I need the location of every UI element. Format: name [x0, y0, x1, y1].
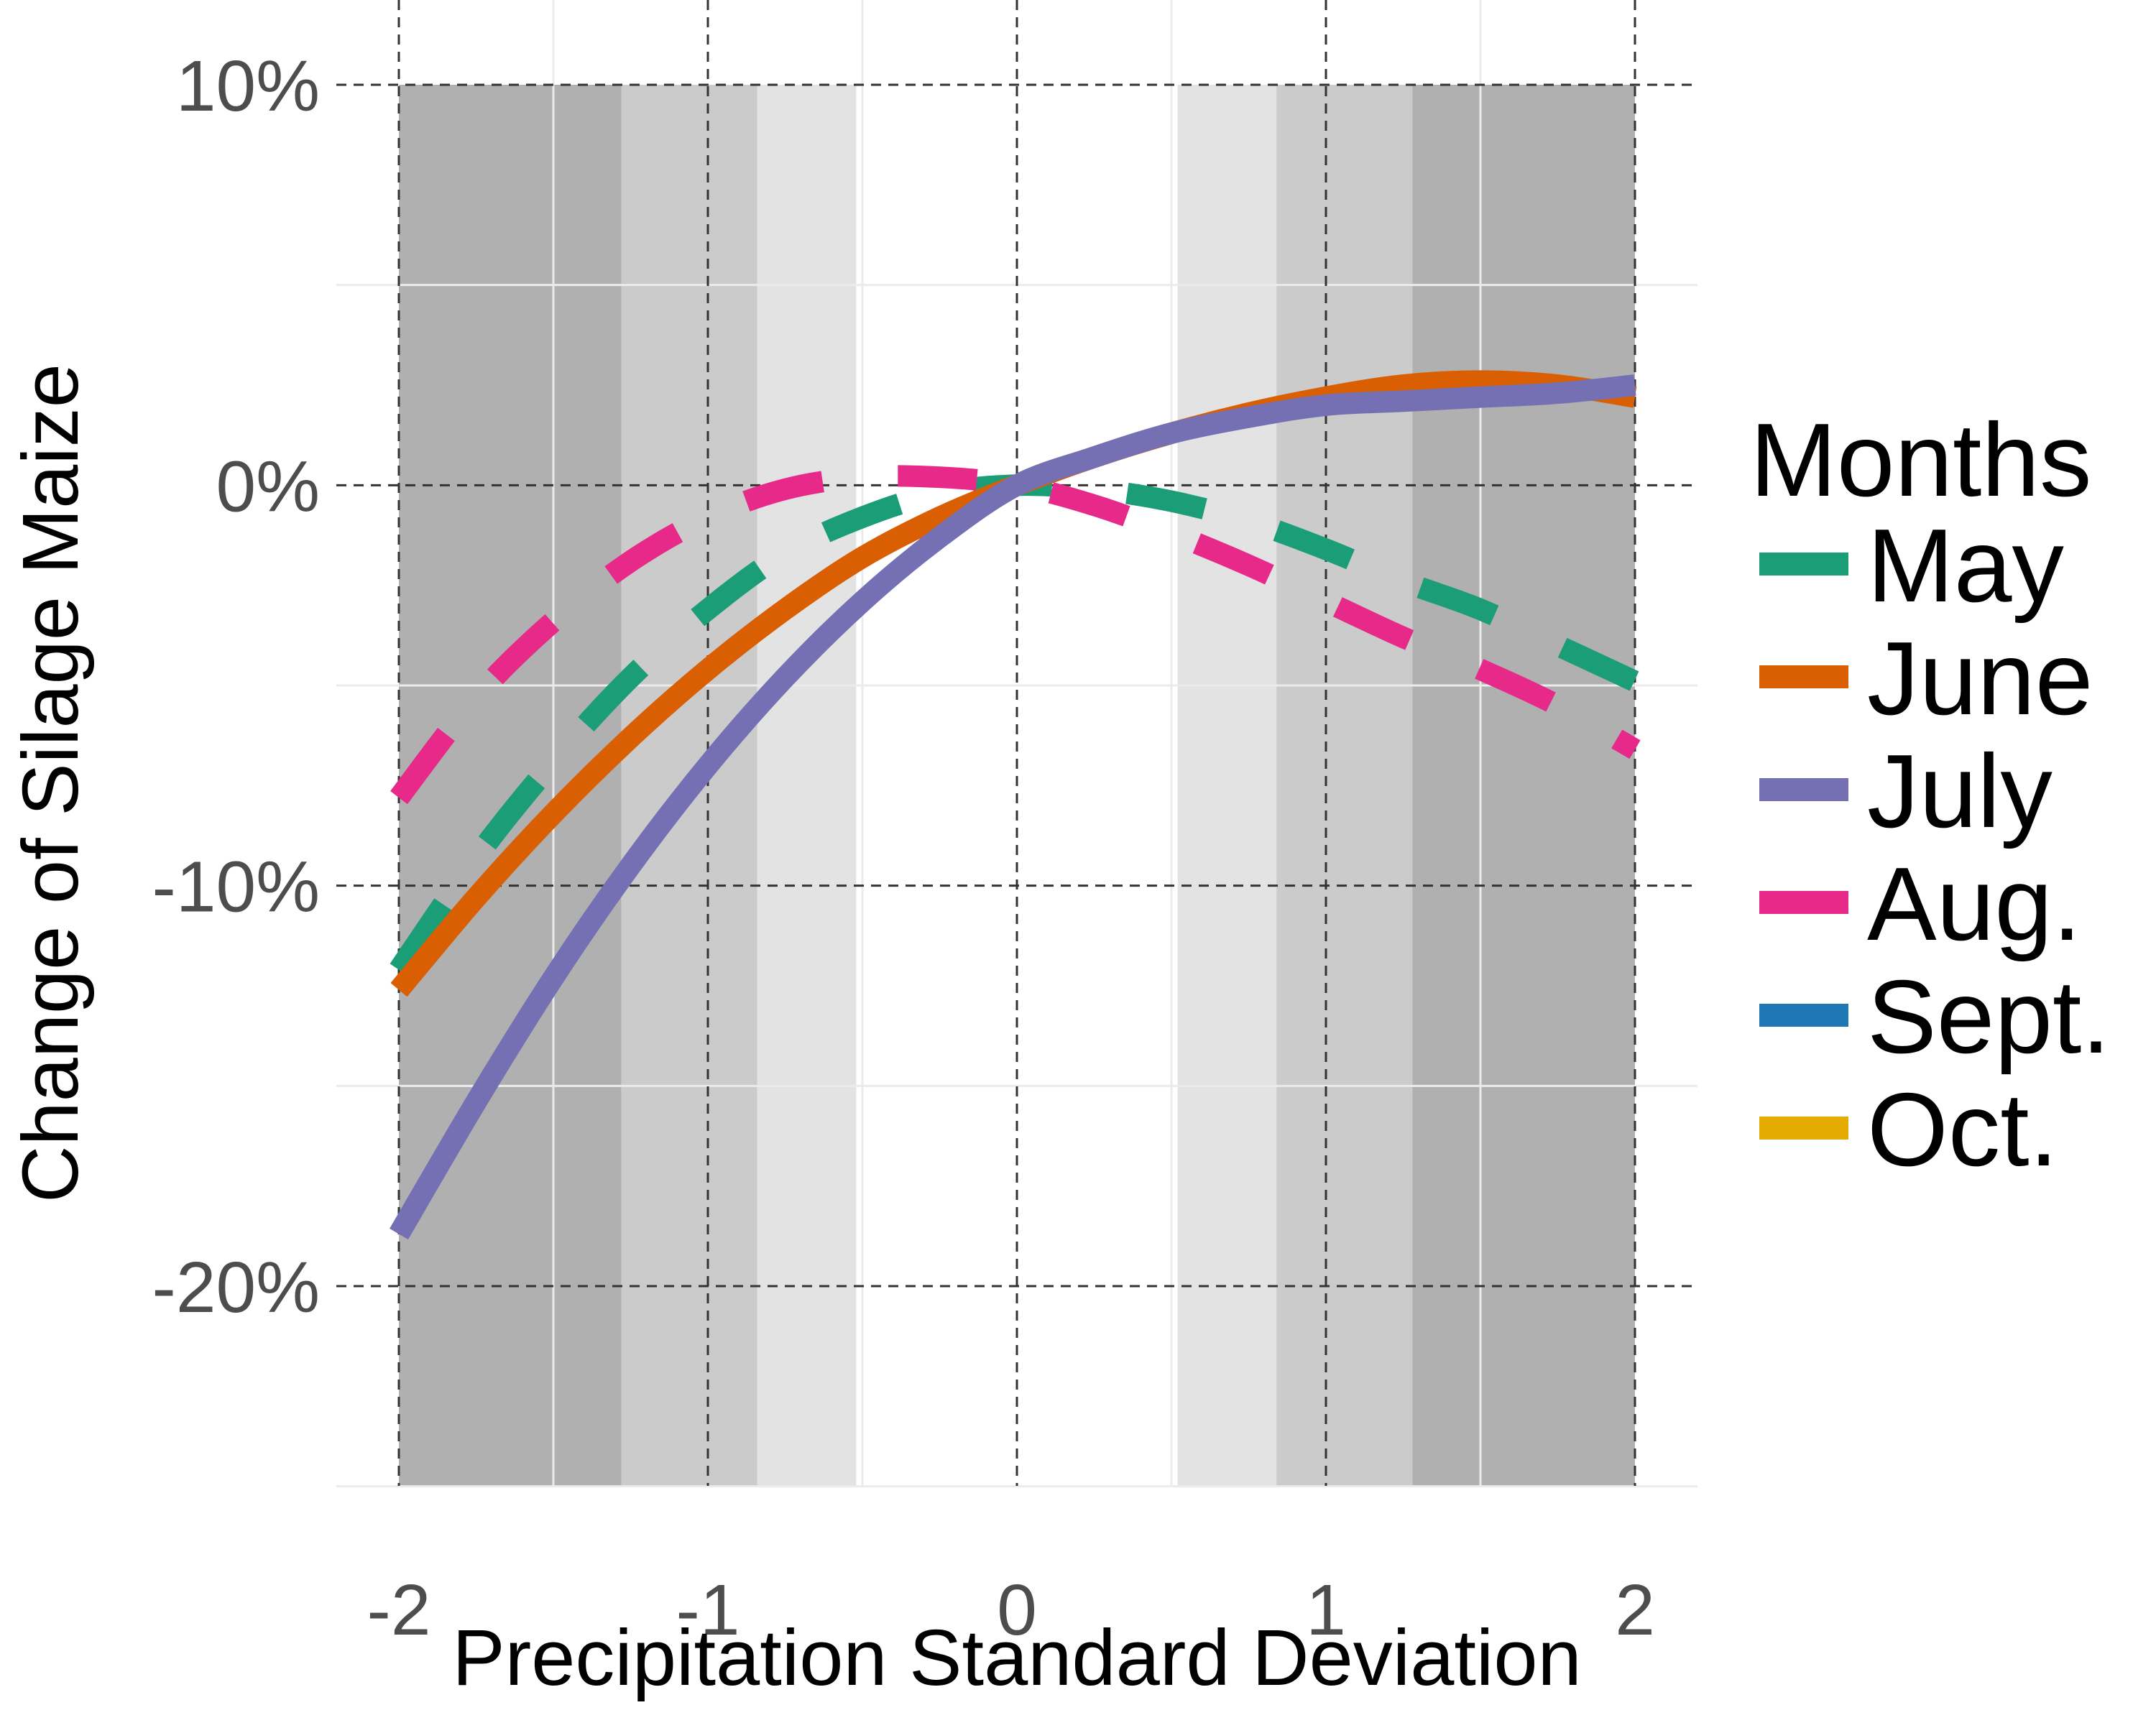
- series-lines: [390, 370, 1641, 1240]
- x-tick-label: 1: [1306, 1570, 1346, 1650]
- legend-label: July: [1867, 733, 2053, 849]
- legend-label: Oct.: [1867, 1071, 2058, 1188]
- x-tick-label: 2: [1615, 1570, 1655, 1650]
- legend-title: Months: [1750, 402, 2092, 518]
- legend-label: Aug.: [1867, 846, 2081, 962]
- legend-label: Sept.: [1867, 958, 2111, 1075]
- shaded-bands: [399, 85, 1635, 1487]
- x-axis-title: Precipitation Standard Deviation: [452, 1614, 1581, 1702]
- y-tick-label: -10%: [152, 847, 320, 928]
- shaded-band-4: [1276, 85, 1413, 1487]
- x-tick-label: 0: [997, 1570, 1037, 1650]
- y-tick-label: 10%: [176, 46, 320, 126]
- y-tick-label: 0%: [216, 446, 320, 527]
- x-tick-label: -1: [676, 1570, 740, 1650]
- shaded-band-5: [1412, 85, 1635, 1487]
- series-line-july: [390, 374, 1636, 1240]
- shaded-band-2: [757, 85, 857, 1487]
- legend-label: May: [1867, 507, 2064, 624]
- x-tick-label: -2: [367, 1570, 431, 1650]
- legend-label: June: [1867, 620, 2093, 736]
- shaded-band-3: [1177, 85, 1277, 1487]
- tick-labels: -2 -1 0 1 2 10% 0% -10% -20%: [152, 46, 1655, 1650]
- y-tick-label: -20%: [152, 1247, 320, 1328]
- y-axis-title: Change of Silage Maize: [6, 364, 95, 1203]
